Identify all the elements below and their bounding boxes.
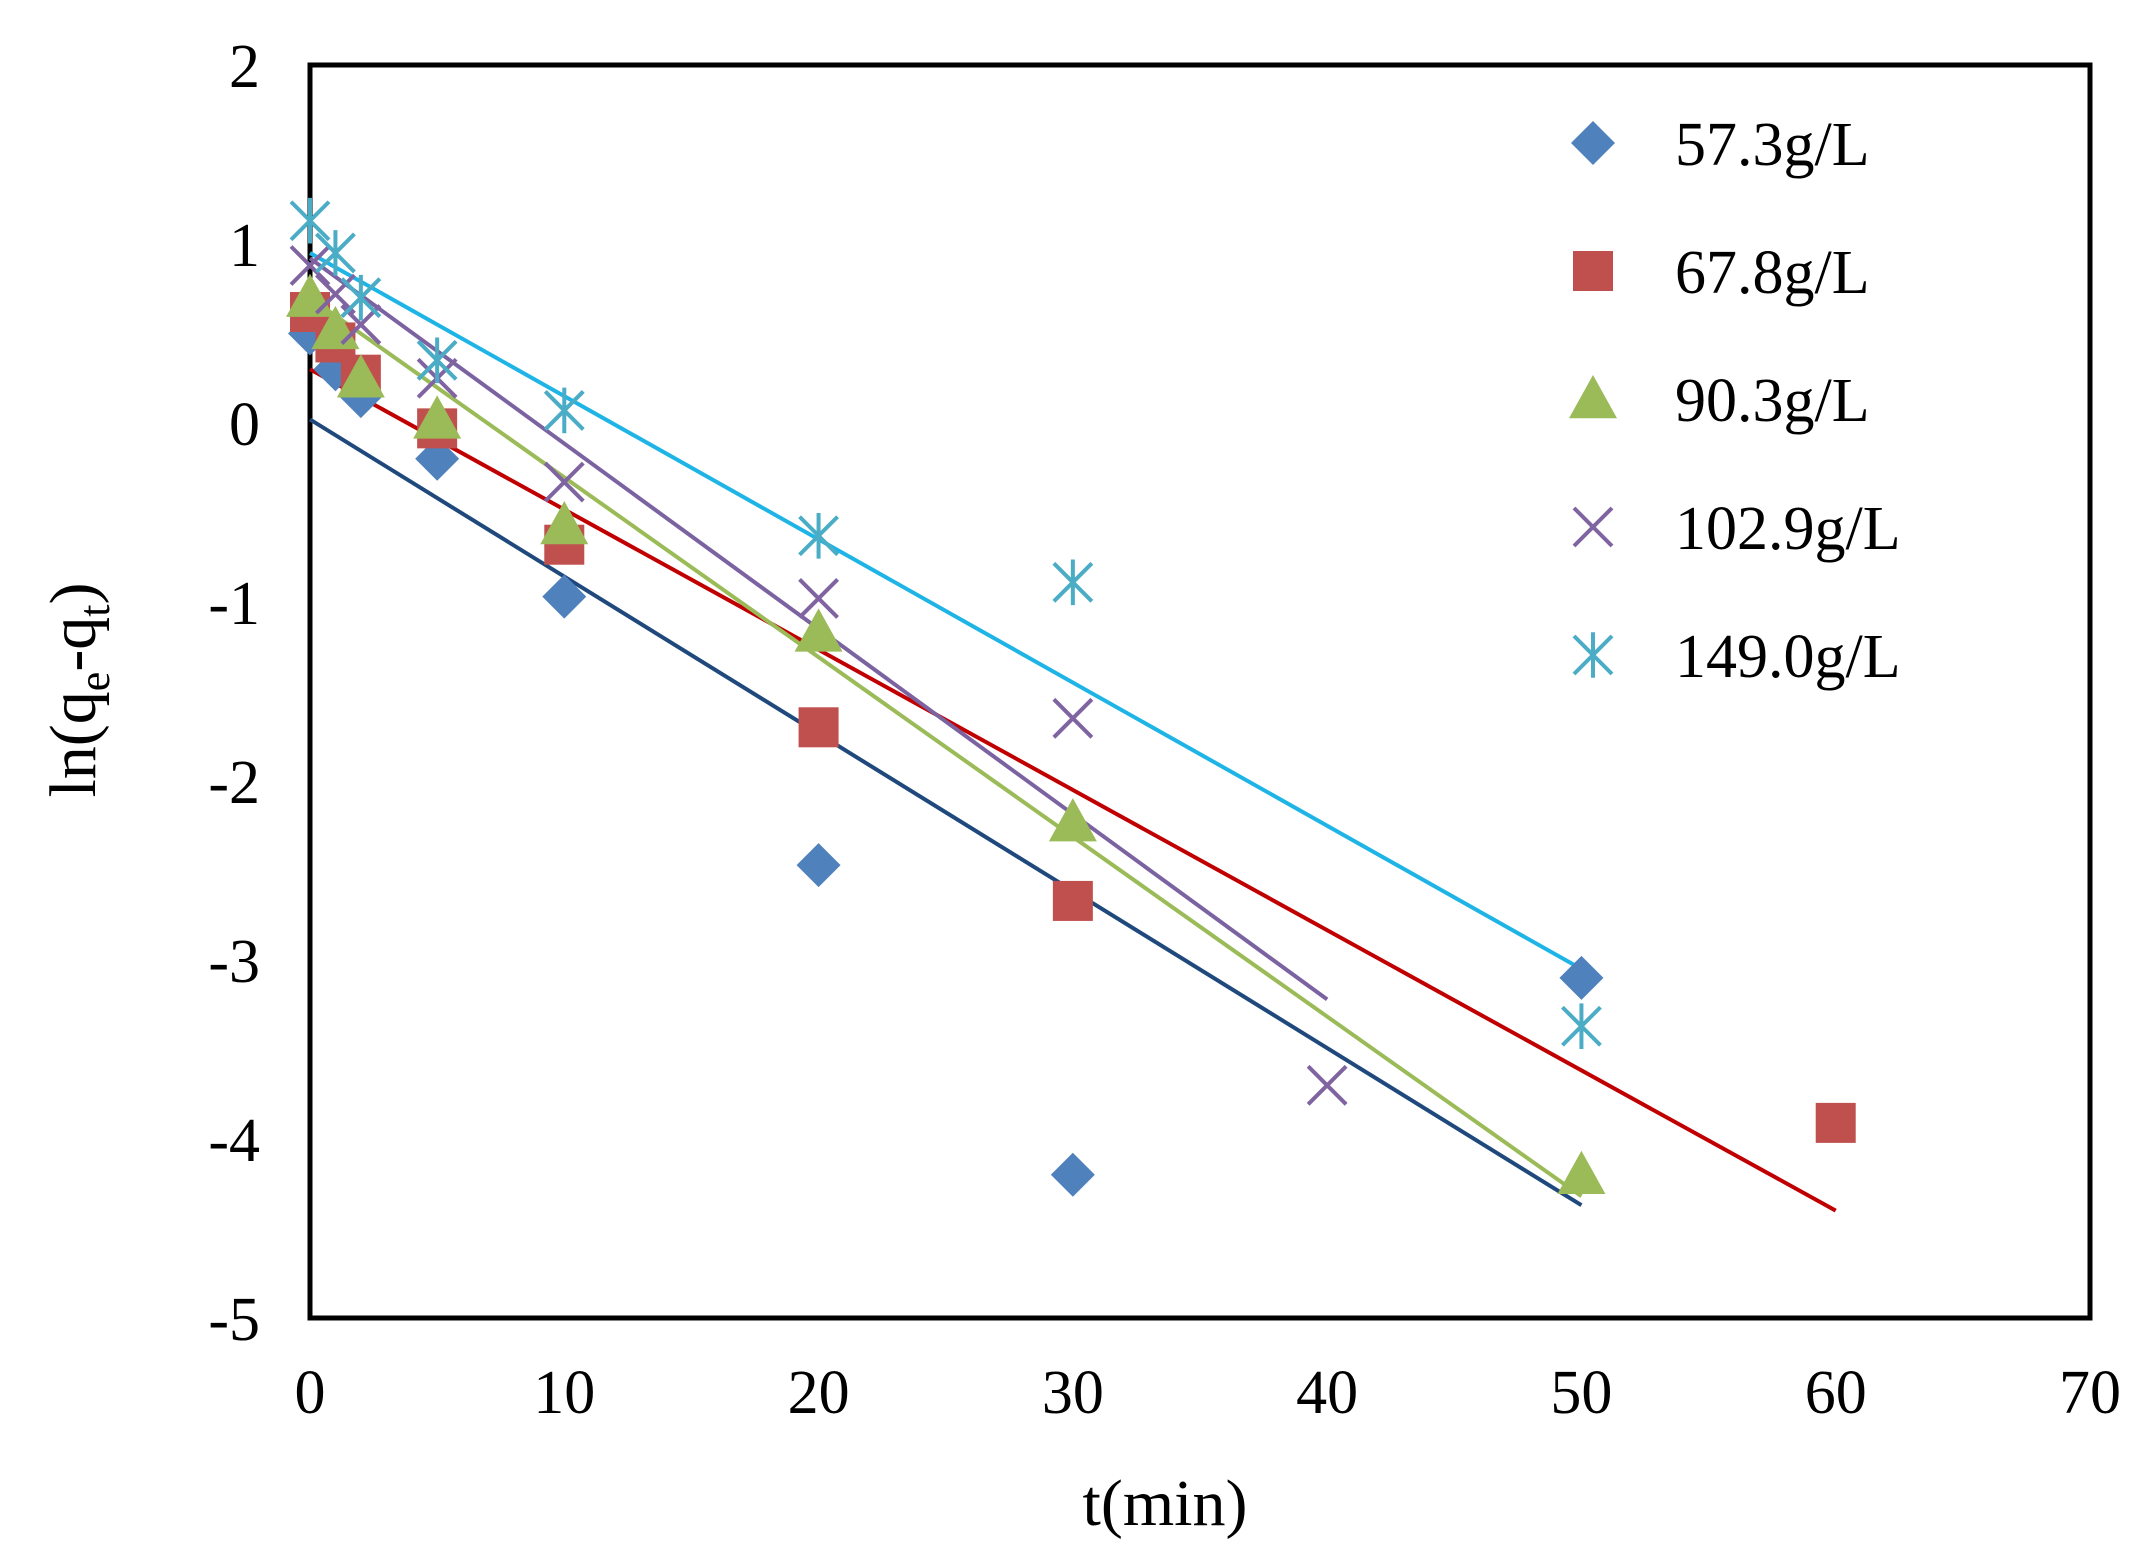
data-point-series-2 bbox=[1052, 880, 1093, 921]
data-point-series-1 bbox=[796, 843, 841, 888]
data-point-series-1 bbox=[1050, 1152, 1095, 1197]
y-tick-label: -4 bbox=[208, 1107, 260, 1175]
data-point-series-3 bbox=[794, 608, 843, 652]
data-point-series-5 bbox=[289, 197, 331, 244]
y-tick-label: -3 bbox=[208, 928, 260, 996]
data-point-series-4 bbox=[1052, 697, 1094, 739]
y-tick-label: -5 bbox=[208, 1286, 260, 1354]
legend-marker-series-2 bbox=[1573, 251, 1613, 291]
legend-label-series-5: 149.0g/L bbox=[1675, 623, 1901, 691]
data-point-series-4 bbox=[289, 245, 331, 286]
data-point-series-2 bbox=[798, 707, 839, 748]
legend-marker-series-4 bbox=[1572, 506, 1614, 548]
fit-line-series-1 bbox=[308, 417, 1583, 1207]
data-point-series-3 bbox=[336, 354, 385, 398]
data-point-series-4 bbox=[543, 461, 585, 503]
legend-label-series-3: 90.3g/L bbox=[1675, 367, 1870, 435]
data-point-series-4 bbox=[1306, 1064, 1348, 1106]
y-axis-title: ln(qe-qt) bbox=[37, 582, 119, 797]
data-point-series-1 bbox=[542, 574, 587, 619]
legend-marker-series-1 bbox=[1571, 121, 1615, 165]
data-point-series-4 bbox=[315, 273, 356, 315]
y-tick-label: -1 bbox=[208, 570, 260, 638]
data-point-series-3 bbox=[1048, 798, 1097, 842]
x-tick-label: 10 bbox=[533, 1359, 595, 1427]
data-markers bbox=[286, 197, 1856, 1197]
data-point-series-5 bbox=[340, 274, 382, 321]
data-point-series-4 bbox=[798, 578, 839, 619]
y-tick-label: 2 bbox=[229, 33, 260, 101]
legend-label-series-1: 57.3g/L bbox=[1675, 111, 1870, 179]
data-point-series-5 bbox=[1561, 1003, 1602, 1050]
x-tick-label: 70 bbox=[2059, 1359, 2121, 1427]
data-point-series-3 bbox=[413, 395, 462, 439]
data-point-series-5 bbox=[543, 387, 585, 434]
legend-marker-series-5 bbox=[1572, 632, 1614, 678]
y-axis-ticks: 2 1 0 -1 -2 -3 -4 -5 bbox=[208, 33, 260, 1354]
plot-area bbox=[307, 62, 2093, 1321]
data-point-series-3 bbox=[540, 501, 589, 545]
x-tick-label: 50 bbox=[1550, 1359, 1612, 1427]
x-axis-ticks: 0 10 20 30 40 50 60 70 bbox=[295, 1359, 2122, 1427]
data-point-series-2 bbox=[1815, 1102, 1856, 1143]
y-tick-label: -2 bbox=[208, 749, 260, 817]
x-tick-label: 0 bbox=[295, 1359, 326, 1427]
fit-line-series-5 bbox=[309, 251, 1583, 971]
legend-marker-series-3 bbox=[1569, 375, 1617, 419]
data-point-series-5 bbox=[1052, 559, 1094, 606]
x-tick-label: 40 bbox=[1296, 1359, 1358, 1427]
legend: 57.3g/L 67.8g/L 90.3g/L 102.9g/L 149.0g/L bbox=[1569, 111, 1901, 691]
fit-line-series-3 bbox=[308, 296, 1583, 1198]
y-tick-label: 0 bbox=[229, 391, 260, 459]
data-point-series-5 bbox=[798, 512, 839, 559]
x-tick-label: 60 bbox=[1805, 1359, 1867, 1427]
x-tick-label: 20 bbox=[788, 1359, 850, 1427]
y-tick-label: 1 bbox=[229, 212, 260, 280]
legend-label-series-2: 67.8g/L bbox=[1675, 239, 1870, 307]
x-axis-title: t(min) bbox=[1083, 1467, 1248, 1540]
data-point-series-5 bbox=[416, 337, 458, 384]
data-point-series-5 bbox=[315, 230, 356, 276]
legend-label-series-4: 102.9g/L bbox=[1675, 495, 1901, 563]
x-tick-label: 30 bbox=[1042, 1359, 1104, 1427]
data-point-series-3 bbox=[1557, 1150, 1606, 1194]
data-point-series-1 bbox=[1559, 955, 1604, 1000]
